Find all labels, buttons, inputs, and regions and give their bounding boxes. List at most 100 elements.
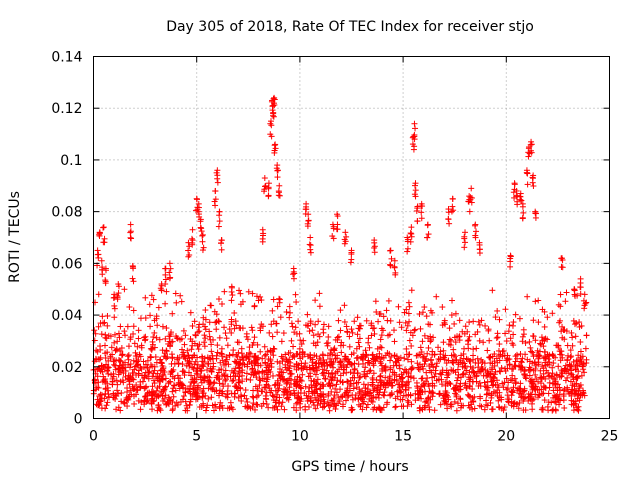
data-point bbox=[259, 355, 266, 362]
data-point bbox=[454, 400, 461, 407]
data-point bbox=[308, 377, 315, 384]
data-point bbox=[446, 336, 453, 343]
data-point bbox=[215, 223, 222, 230]
data-point bbox=[426, 404, 433, 411]
data-point bbox=[489, 406, 496, 413]
data-point bbox=[354, 354, 361, 361]
data-point bbox=[411, 120, 418, 127]
data-point bbox=[162, 300, 169, 307]
data-point bbox=[529, 349, 536, 356]
data-point bbox=[304, 397, 311, 404]
data-point bbox=[581, 305, 588, 312]
data-point bbox=[271, 142, 278, 149]
data-point bbox=[280, 330, 287, 337]
data-point bbox=[111, 361, 118, 368]
data-point bbox=[163, 288, 170, 295]
data-point bbox=[446, 220, 453, 227]
data-point bbox=[218, 237, 225, 244]
data-point bbox=[261, 352, 268, 359]
data-point bbox=[122, 332, 129, 339]
data-point bbox=[507, 258, 514, 265]
data-point bbox=[425, 231, 432, 238]
data-point bbox=[496, 316, 503, 323]
data-point bbox=[505, 399, 512, 406]
data-point bbox=[219, 300, 226, 307]
data-point bbox=[257, 348, 264, 355]
data-point bbox=[104, 399, 111, 406]
data-point bbox=[549, 364, 556, 371]
data-point bbox=[406, 318, 413, 325]
data-point bbox=[249, 290, 256, 297]
data-point bbox=[315, 318, 322, 325]
data-point bbox=[127, 234, 134, 241]
data-point bbox=[519, 333, 526, 340]
data-point bbox=[202, 407, 209, 414]
data-point bbox=[387, 357, 394, 364]
data-point bbox=[118, 389, 125, 396]
data-point bbox=[424, 350, 431, 357]
data-point bbox=[188, 235, 195, 242]
data-point bbox=[494, 307, 501, 314]
data-point bbox=[115, 330, 122, 337]
data-point bbox=[188, 346, 195, 353]
grid-layer bbox=[93, 56, 610, 419]
data-point bbox=[408, 230, 415, 237]
data-point bbox=[228, 329, 235, 336]
data-point bbox=[166, 260, 173, 267]
data-point bbox=[408, 342, 415, 349]
data-point bbox=[117, 323, 124, 330]
data-point bbox=[185, 247, 192, 254]
data-point bbox=[516, 315, 523, 322]
data-point bbox=[153, 334, 160, 341]
data-point bbox=[147, 354, 154, 361]
data-point bbox=[384, 317, 391, 324]
data-point bbox=[262, 392, 269, 399]
data-point bbox=[529, 406, 536, 413]
data-point bbox=[412, 125, 419, 132]
data-point bbox=[214, 175, 221, 182]
data-point bbox=[408, 287, 415, 294]
data-point bbox=[539, 390, 546, 397]
data-point bbox=[129, 275, 136, 282]
data-point bbox=[187, 309, 194, 316]
data-point bbox=[91, 337, 98, 344]
data-point bbox=[251, 303, 258, 310]
data-point bbox=[270, 352, 277, 359]
data-point bbox=[466, 383, 473, 390]
data-point bbox=[414, 218, 421, 225]
x-tick-label: 20 bbox=[497, 429, 515, 445]
data-point bbox=[192, 331, 199, 338]
data-point bbox=[309, 327, 316, 334]
data-point bbox=[92, 379, 99, 386]
data-point bbox=[102, 390, 109, 397]
data-point bbox=[302, 360, 309, 367]
data-point bbox=[450, 346, 457, 353]
data-point bbox=[518, 197, 525, 204]
data-point bbox=[199, 231, 206, 238]
data-point bbox=[465, 345, 472, 352]
data-point bbox=[418, 375, 425, 382]
data-point bbox=[286, 314, 293, 321]
data-point bbox=[95, 251, 102, 258]
data-point bbox=[535, 394, 542, 401]
data-point bbox=[557, 303, 564, 310]
data-point bbox=[420, 353, 427, 360]
y-axis-label: ROTI / TECUs bbox=[7, 191, 23, 283]
data-point bbox=[366, 344, 373, 351]
data-point bbox=[100, 224, 107, 231]
data-point bbox=[199, 238, 206, 245]
data-point bbox=[293, 299, 300, 306]
data-point bbox=[103, 402, 110, 409]
data-point bbox=[227, 399, 234, 406]
data-point bbox=[412, 326, 419, 333]
data-point bbox=[154, 322, 161, 329]
data-point bbox=[296, 330, 303, 337]
data-point bbox=[254, 341, 261, 348]
data-point bbox=[229, 378, 236, 385]
chart-title: Day 305 of 2018, Rate Of TEC Index for r… bbox=[166, 19, 534, 35]
y-tick-label: 0.04 bbox=[51, 308, 82, 324]
data-point bbox=[155, 304, 162, 311]
data-point bbox=[360, 360, 367, 367]
data-point bbox=[451, 334, 458, 341]
